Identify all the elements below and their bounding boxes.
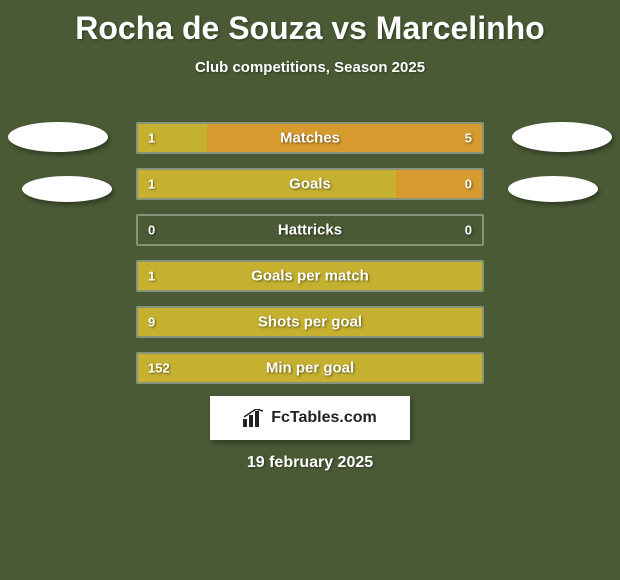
- player-left-avatar-placeholder-1: [8, 122, 108, 152]
- stat-bar-left-segment: [138, 124, 207, 152]
- logo-text: FcTables.com: [271, 409, 377, 427]
- stat-bar-row: Goals10: [136, 168, 484, 200]
- stat-bar-right-segment: [207, 124, 482, 152]
- date-text: 19 february 2025: [0, 454, 620, 472]
- logo-badge: FcTables.com: [210, 396, 410, 440]
- stat-bar-right-segment: [396, 170, 482, 198]
- stats-bar-container: Matches15 Goals10 Hattricks0 0 Goals per mat…: [136, 122, 484, 398]
- subtitle: Club competitions, Season 2025: [0, 59, 620, 76]
- stat-bar-left-segment: [138, 170, 396, 198]
- stat-bar-left-segment: [138, 308, 482, 336]
- stat-bar-row: Min per goal152: [136, 352, 484, 384]
- stat-bar-left-segment: [138, 354, 482, 382]
- stat-bar-row: Matches15: [136, 122, 484, 154]
- stat-bar-row: Hattricks0 0: [136, 214, 484, 246]
- stat-bar-label: Hattricks: [138, 222, 482, 239]
- page-title: Rocha de Souza vs Marcelinho: [0, 0, 620, 47]
- stat-bar-row: Goals per match1: [136, 260, 484, 292]
- stat-bar-row: Shots per goal9: [136, 306, 484, 338]
- player-left-avatar-placeholder-2: [22, 176, 112, 202]
- player-right-avatar-placeholder-1: [512, 122, 612, 152]
- stat-bar-left-value: 0: [148, 223, 155, 238]
- player-right-avatar-placeholder-2: [508, 176, 598, 202]
- stat-bar-right-value: 0: [465, 223, 472, 238]
- chart-icon: [243, 409, 265, 427]
- stat-bar-left-segment: [138, 262, 482, 290]
